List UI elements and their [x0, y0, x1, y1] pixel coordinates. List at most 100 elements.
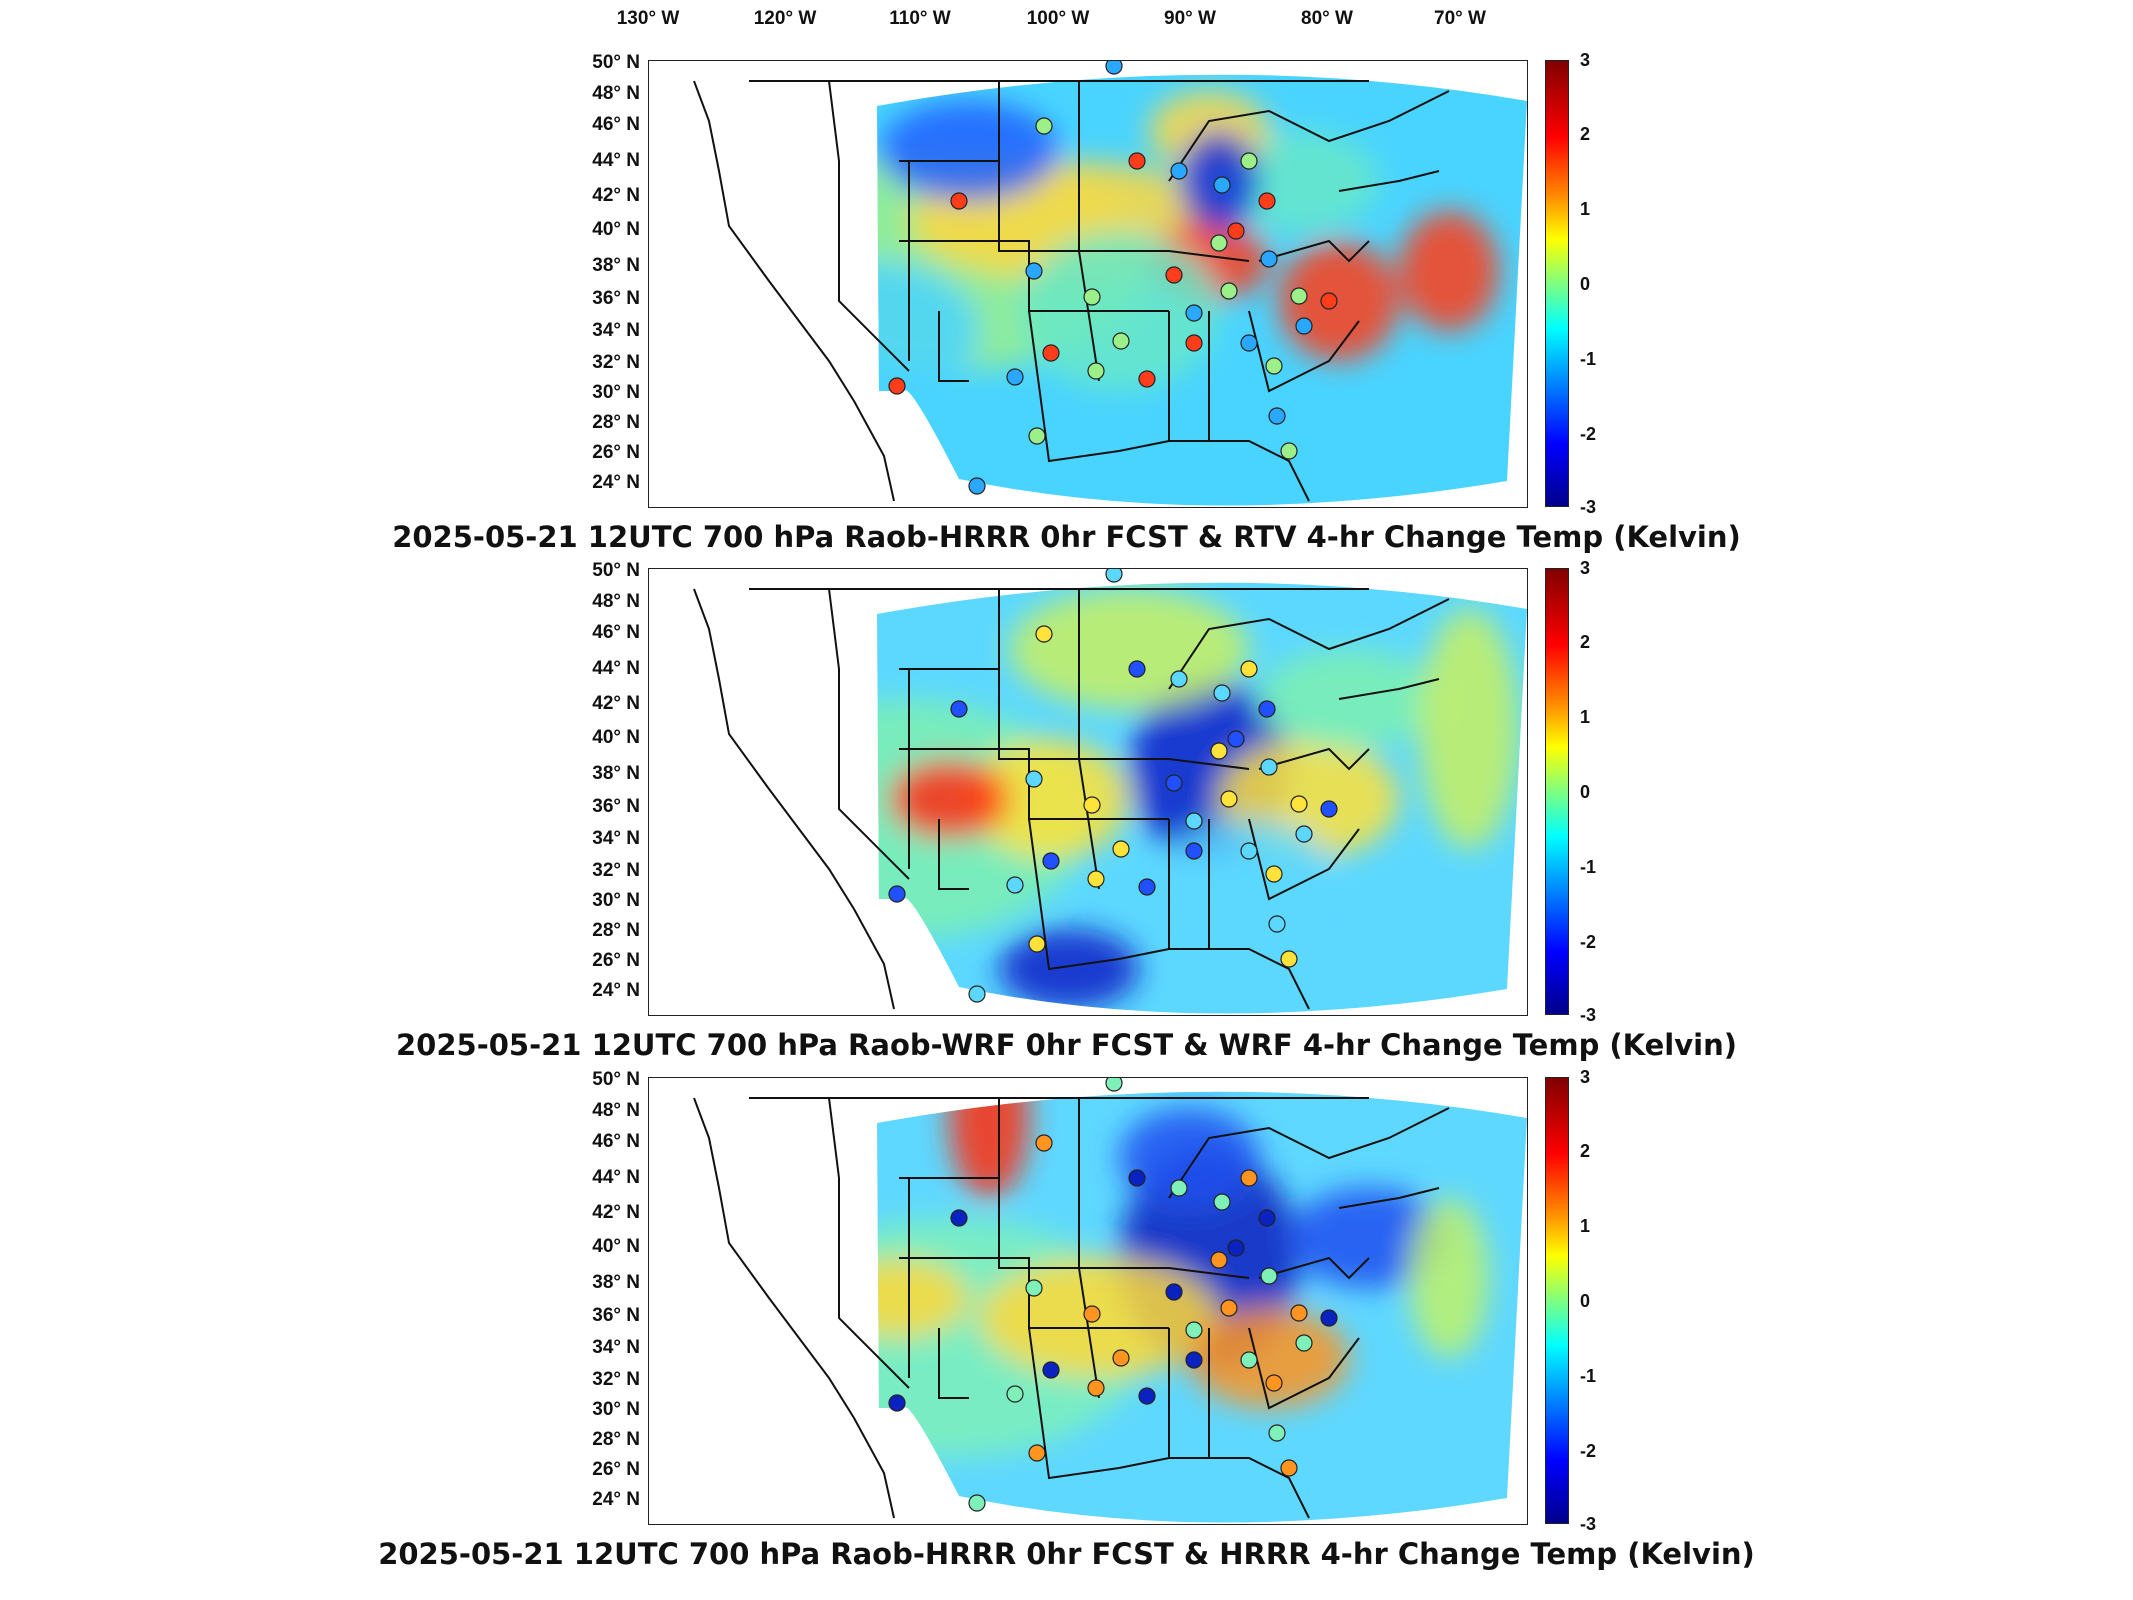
raob-station-marker	[1320, 292, 1338, 310]
raob-station-marker	[1280, 950, 1298, 968]
raob-station-marker	[1083, 796, 1101, 814]
colorbar-tick-label: 2	[1580, 632, 1591, 652]
field-anomaly-region	[1409, 1198, 1489, 1358]
boundary-line	[1118, 440, 1310, 502]
raob-station-marker	[1042, 344, 1060, 362]
boundary-line	[1078, 81, 1100, 382]
raob-station-marker	[1006, 1385, 1024, 1403]
boundary-line	[1258, 239, 1370, 263]
colorbar-tick-label: -2	[1580, 1441, 1597, 1461]
raob-station-marker	[1290, 287, 1308, 305]
raob-station-marker	[1170, 162, 1188, 180]
lat-label-24n: 24° N	[592, 1489, 640, 1510]
raob-station-marker	[1260, 250, 1278, 268]
boundary-line	[1168, 598, 1450, 690]
raob-station-marker	[1240, 152, 1258, 170]
lon-label-70w: 70° W	[1434, 8, 1486, 29]
boundary-line	[1248, 310, 1360, 393]
field-anomaly-region	[889, 759, 1009, 839]
lat-label-36n: 36° N	[592, 796, 640, 817]
raob-station-marker	[1320, 1309, 1338, 1327]
map-frame	[648, 60, 1528, 508]
lat-label-46n: 46° N	[592, 622, 640, 643]
raob-station-marker	[888, 885, 906, 903]
boundary-line	[1028, 310, 1120, 463]
raob-station-marker	[1260, 758, 1278, 776]
lon-label-110w: 110° W	[889, 8, 951, 29]
boundary-line	[1118, 1457, 1310, 1519]
boundary-line	[1248, 818, 1360, 901]
colorbar-tick-label: -1	[1580, 349, 1597, 369]
raob-station-marker	[1185, 842, 1203, 860]
lat-label-30n: 30° N	[592, 890, 640, 911]
colorbar-tick-label: 2	[1580, 1141, 1591, 1161]
field-anomaly-region	[1289, 1188, 1449, 1288]
raob-station-marker	[1213, 1193, 1231, 1211]
raob-station-marker	[1268, 1424, 1286, 1442]
boundary-line	[1248, 1327, 1360, 1410]
lat-label-30n: 30° N	[592, 382, 640, 403]
lat-label-28n: 28° N	[592, 920, 640, 941]
panel-title: 2025-05-21 12UTC 700 hPa Raob-HRRR 0hr F…	[392, 520, 1741, 554]
boundary-line	[693, 80, 895, 502]
lat-label-48n: 48° N	[592, 591, 640, 612]
raob-station-marker	[968, 477, 986, 495]
raob-station-marker	[1220, 790, 1238, 808]
raob-station-marker	[1165, 774, 1183, 792]
lat-label-38n: 38° N	[592, 1272, 640, 1293]
raob-station-marker	[968, 1494, 986, 1512]
lat-label-38n: 38° N	[592, 255, 640, 276]
lat-label-30n: 30° N	[592, 1399, 640, 1420]
map-frame	[648, 568, 1528, 1016]
raob-station-marker	[1006, 368, 1024, 386]
raob-station-marker	[1185, 1351, 1203, 1369]
raob-station-marker	[1185, 304, 1203, 322]
map-frame	[648, 1077, 1528, 1525]
raob-station-marker	[1042, 1361, 1060, 1379]
boundary-line	[1118, 948, 1310, 1010]
lat-label-36n: 36° N	[592, 288, 640, 309]
lat-label-42n: 42° N	[592, 185, 640, 206]
boundary-line	[1109, 1267, 1250, 1279]
boundary-line	[998, 161, 1109, 252]
lat-label-42n: 42° N	[592, 693, 640, 714]
raob-station-marker	[1128, 660, 1146, 678]
colorbar-tick-label: -3	[1580, 497, 1597, 517]
lon-label-80w: 80° W	[1301, 8, 1353, 29]
raob-station-marker	[1035, 625, 1053, 643]
colorbar-tick-label: 0	[1580, 1291, 1591, 1311]
raob-station-marker	[1280, 1459, 1298, 1477]
raob-station-marker	[1268, 915, 1286, 933]
boundary-line	[998, 669, 1109, 760]
boundary-line	[828, 1097, 910, 1389]
raob-station-marker	[1280, 442, 1298, 460]
raob-station-marker	[1087, 870, 1105, 888]
raob-station-marker	[1220, 282, 1238, 300]
lat-label-26n: 26° N	[592, 442, 640, 463]
boundary-line	[693, 1097, 895, 1519]
temperature-change-map	[693, 569, 1527, 1014]
boundary-line	[693, 588, 895, 1010]
boundary-line	[938, 311, 969, 382]
raob-station-marker	[1320, 800, 1338, 818]
lat-label-50n: 50° N	[592, 1069, 640, 1090]
raob-station-marker	[1138, 1387, 1156, 1405]
raob-station-marker	[1210, 742, 1228, 760]
raob-station-marker	[1035, 1134, 1053, 1152]
lat-label-32n: 32° N	[592, 1369, 640, 1390]
lat-label-44n: 44° N	[592, 1167, 640, 1188]
raob-station-marker	[1258, 1209, 1276, 1227]
lat-label-44n: 44° N	[592, 658, 640, 679]
lat-label-32n: 32° N	[592, 860, 640, 881]
raob-station-marker	[1268, 407, 1286, 425]
lon-label-130w: 130° W	[616, 8, 680, 29]
raob-station-marker	[1240, 842, 1258, 860]
raob-station-marker	[1087, 1379, 1105, 1397]
lat-label-40n: 40° N	[592, 219, 640, 240]
lat-label-50n: 50° N	[592, 560, 640, 581]
lat-label-24n: 24° N	[592, 472, 640, 493]
raob-station-marker	[1170, 1179, 1188, 1197]
lat-label-44n: 44° N	[592, 150, 640, 171]
raob-station-marker	[1112, 840, 1130, 858]
temperature-change-map	[693, 61, 1527, 506]
